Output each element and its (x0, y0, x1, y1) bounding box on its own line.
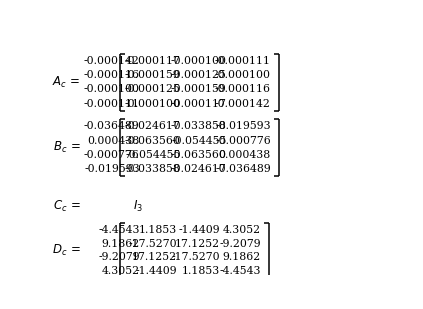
Text: -0.000125: -0.000125 (125, 84, 181, 95)
Text: -4.4543: -4.4543 (220, 266, 261, 276)
Text: -0.000159: -0.000159 (171, 84, 227, 95)
Text: -0.000142: -0.000142 (84, 56, 140, 66)
Text: -9.2079: -9.2079 (220, 239, 261, 249)
Text: 4.3052: 4.3052 (102, 266, 140, 276)
Text: -0.000111: -0.000111 (84, 99, 140, 109)
Text: 17.1252: 17.1252 (132, 252, 177, 262)
Text: -0.000776: -0.000776 (215, 136, 271, 146)
Text: 1.1853: 1.1853 (182, 266, 220, 276)
Text: -9.2079: -9.2079 (98, 252, 140, 262)
Text: -0.019593: -0.019593 (84, 164, 140, 174)
Text: -0.000776: -0.000776 (84, 150, 140, 160)
Text: 9.1862: 9.1862 (223, 252, 261, 262)
Text: -0.019593: -0.019593 (215, 121, 271, 131)
Text: -0.033858: -0.033858 (171, 121, 227, 131)
Text: -0.036489: -0.036489 (215, 164, 271, 174)
Text: -0.000117: -0.000117 (171, 99, 227, 109)
Text: -0.000100: -0.000100 (84, 84, 140, 95)
Text: -0.000100: -0.000100 (170, 56, 227, 66)
Text: -0.054455: -0.054455 (125, 150, 181, 160)
Text: 17.1252: 17.1252 (175, 239, 220, 249)
Text: 0.000438: 0.000438 (219, 150, 271, 160)
Text: $A_c\,=$: $A_c\,=$ (52, 75, 81, 90)
Text: -1.4409: -1.4409 (179, 225, 220, 235)
Text: -0.024617: -0.024617 (171, 164, 227, 174)
Text: -0.000100: -0.000100 (215, 70, 271, 80)
Text: -0.000117: -0.000117 (125, 56, 181, 66)
Text: 1.1853: 1.1853 (139, 225, 177, 235)
Text: $I_3$: $I_3$ (133, 199, 143, 214)
Text: -0.000159: -0.000159 (125, 70, 181, 80)
Text: -1.4409: -1.4409 (135, 266, 177, 276)
Text: -0.036489: -0.036489 (84, 121, 140, 131)
Text: -4.4543: -4.4543 (98, 225, 140, 235)
Text: 0.000438: 0.000438 (88, 136, 140, 146)
Text: -17.5270: -17.5270 (128, 239, 177, 249)
Text: 4.3052: 4.3052 (223, 225, 261, 235)
Text: -0.000116: -0.000116 (215, 84, 271, 95)
Text: -0.000142: -0.000142 (215, 99, 271, 109)
Text: -0.000100: -0.000100 (125, 99, 181, 109)
Text: -17.5270: -17.5270 (171, 252, 220, 262)
Text: -0.033858: -0.033858 (125, 164, 181, 174)
Text: 9.1862: 9.1862 (102, 239, 140, 249)
Text: -0.000116: -0.000116 (84, 70, 140, 80)
Text: -0.000111: -0.000111 (215, 56, 271, 66)
Text: $D_c\,=$: $D_c\,=$ (52, 243, 81, 258)
Text: $C_c\,=$: $C_c\,=$ (53, 199, 81, 214)
Text: -0.063560: -0.063560 (125, 136, 181, 146)
Text: -0.054455: -0.054455 (171, 136, 227, 146)
Text: -0.063560: -0.063560 (171, 150, 227, 160)
Text: -0.024617: -0.024617 (125, 121, 181, 131)
Text: $B_c\,=$: $B_c\,=$ (53, 140, 81, 155)
Text: -0.000125: -0.000125 (171, 70, 227, 80)
